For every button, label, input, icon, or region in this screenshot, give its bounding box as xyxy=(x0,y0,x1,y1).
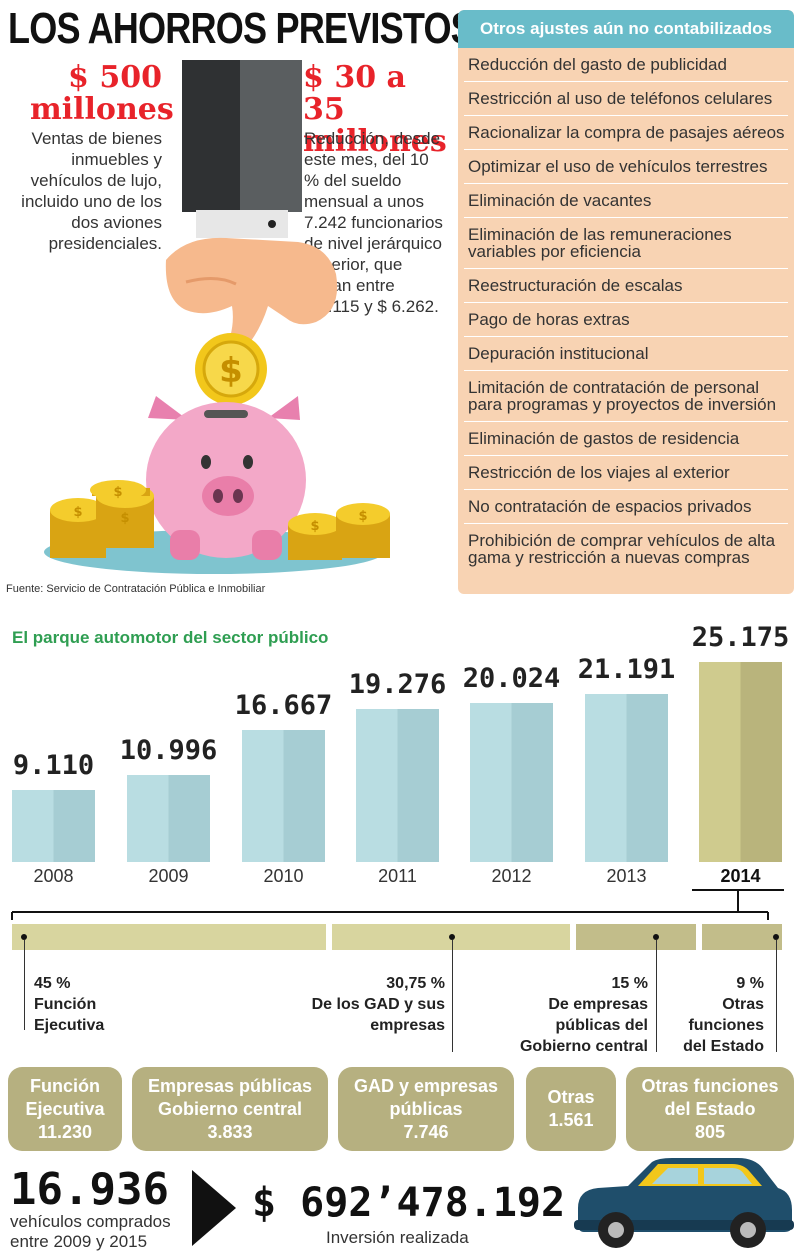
dist-marker-dot xyxy=(653,934,659,940)
bar-value-label: 9.110 xyxy=(12,750,95,781)
bar-value-label: 20.024 xyxy=(462,663,561,694)
dist-segment-empresas-publicas xyxy=(576,924,696,950)
pill-empresas-publicas: Empresas públicas Gobierno central 3.833 xyxy=(132,1067,328,1151)
dist-leader-line xyxy=(452,940,453,1052)
vehicles-purchased-caption: vehículos comprados entre 2009 y 2015 xyxy=(10,1212,171,1251)
dist-leader-line xyxy=(24,940,25,1030)
svg-text:$: $ xyxy=(120,511,129,526)
pill-funcion-ejecutiva: Función Ejecutiva 11.230 xyxy=(8,1067,122,1151)
dist-marker-dot xyxy=(21,934,27,940)
other-adjustments-panel: Otros ajustes aún no contabilizados Redu… xyxy=(458,10,794,594)
list-item: Restricción al uso de teléfonos celulare… xyxy=(464,82,788,116)
bar-2010 xyxy=(242,730,325,862)
list-item: Eliminación de las remuneraciones variab… xyxy=(464,218,788,269)
coin-stack-right: $ $ xyxy=(288,503,390,560)
bar-value-label: 16.667 xyxy=(234,690,333,721)
list-item: Prohibición de comprar vehículos de alta… xyxy=(468,531,776,567)
bar-2014 xyxy=(699,662,782,862)
dist-segment-funcion-ejecutiva xyxy=(12,924,326,950)
list-item: Eliminación de vacantes xyxy=(464,184,788,218)
dist-segment-otras-funciones xyxy=(702,924,782,950)
bar-value-label: 21.191 xyxy=(577,654,676,685)
list-item: Pago de horas extras xyxy=(464,303,788,337)
distribution-connector xyxy=(11,889,784,920)
investment-amount: $ 692’478.192 xyxy=(252,1180,566,1226)
other-adjustments-header: Otros ajustes aún no contabilizados xyxy=(458,10,794,48)
svg-text:$: $ xyxy=(73,505,82,520)
dist-marker-dot xyxy=(773,934,779,940)
dist-label-gad: 30,75 % De los GAD y sus empresas xyxy=(311,975,445,1034)
bar-2008 xyxy=(12,790,95,862)
dist-label-otras-funciones: 9 % Otras funciones del Estado xyxy=(683,975,764,1055)
bar-2009 xyxy=(127,775,210,862)
list-item: No contratación de espacios privados xyxy=(464,490,788,524)
list-item: Optimizar el uso de vehículos terrestres xyxy=(464,150,788,184)
svg-text:$: $ xyxy=(358,509,367,524)
pill-otras: Otras 1.561 xyxy=(526,1067,616,1151)
coin-stack-left: $ $ $ xyxy=(50,480,154,558)
bar-2013 xyxy=(585,694,668,862)
list-item: Depuración institucional xyxy=(464,337,788,371)
svg-text:$: $ xyxy=(310,519,319,534)
other-adjustments-list: Reducción del gasto de publicidad Restri… xyxy=(458,48,794,574)
savings-500-description: Ventas de bienes inmuebles y vehículos d… xyxy=(21,129,162,253)
savings-amount-30-35: $ 30 a 35 millones xyxy=(303,60,447,159)
dist-label-empresas-publicas: 15 % De empresas públicas del Gobierno c… xyxy=(519,975,648,1055)
list-item: Reducción del gasto de publicidad xyxy=(464,48,788,82)
dist-label-funcion-ejecutiva: 45 % Función Ejecutiva xyxy=(34,975,105,1034)
list-item: Eliminación de gastos de residencia xyxy=(464,422,788,456)
piggy-bank-illustration: $ $ $ $ $ $ xyxy=(44,60,390,574)
bar-value-label: 19.276 xyxy=(348,669,447,700)
svg-text:$: $ xyxy=(219,351,243,391)
list-item: Limitación de contratación de personal p… xyxy=(464,371,788,422)
pill-otras-funciones: Otras funciones del Estado 805 xyxy=(626,1067,794,1151)
chart-title: El parque automotor del sector público xyxy=(12,628,329,647)
dist-marker-dot xyxy=(449,934,455,940)
dist-leader-line xyxy=(656,940,657,1052)
list-item: Racionalizar la compra de pasajes aéreos xyxy=(464,116,788,150)
page-title: LOS AHORROS PREVISTOS xyxy=(8,4,475,53)
investment-caption: Inversión realizada xyxy=(326,1228,469,1247)
bar-2011 xyxy=(356,709,439,862)
source-note: Fuente: Servicio de Contratación Pública… xyxy=(6,583,266,595)
dollar-coin-icon: $ xyxy=(195,333,267,405)
savings-amount-500: $ 500 millones xyxy=(30,60,174,127)
bar-value-label: 10.996 xyxy=(119,735,218,766)
piggy-bank-icon xyxy=(146,396,306,560)
dist-leader-line xyxy=(776,940,777,1052)
vehicles-purchased-number: 16.936 xyxy=(10,1164,169,1215)
car-icon xyxy=(574,1158,794,1248)
bar-value-label: 25.175 xyxy=(691,622,790,653)
bar-2012 xyxy=(470,703,553,862)
list-item: Reestructuración de escalas xyxy=(464,269,788,303)
list-item: Restricción de los viajes al exterior xyxy=(464,456,788,490)
hand-icon xyxy=(165,60,338,358)
pill-gad: GAD y empresas públicas 7.746 xyxy=(338,1067,514,1151)
svg-text:$: $ xyxy=(113,485,122,500)
arrow-right-icon xyxy=(192,1170,236,1246)
